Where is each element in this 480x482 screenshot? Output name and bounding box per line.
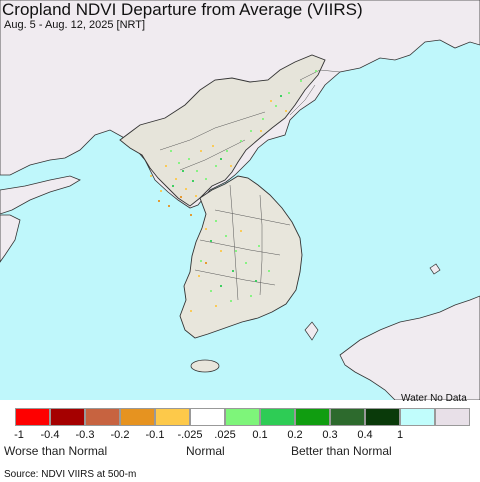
legend-tick-label: -0.1 <box>145 429 165 441</box>
legend-tick-label: 0.4 <box>357 429 373 441</box>
legend-swatch <box>400 408 435 426</box>
south-korea <box>179 175 303 339</box>
legend-category-normal: Normal <box>186 444 225 458</box>
admin-boundaries <box>159 69 341 301</box>
legend-swatch <box>50 408 85 426</box>
legend-swatch <box>295 408 330 426</box>
source-note: Source: NDVI VIIRS at 500-m <box>4 469 137 480</box>
legend-swatches <box>15 408 470 426</box>
legend-swatch <box>330 408 365 426</box>
legend-category-worse: Worse than Normal <box>4 444 108 458</box>
legend-tick-label: -1 <box>14 429 24 441</box>
legend-swatch <box>120 408 155 426</box>
oki-islands <box>429 263 441 275</box>
map-subtitle: Aug. 5 - Aug. 12, 2025 [NRT] <box>4 19 146 31</box>
legend-category-better: Better than Normal <box>291 444 392 458</box>
shandong-tip <box>0 175 81 215</box>
jeju-island <box>190 359 220 373</box>
legend-tick-label: 0.1 <box>252 429 268 441</box>
legend-tick-label: .025 <box>214 429 236 441</box>
legend-swatch <box>85 408 120 426</box>
legend-swatch <box>155 408 190 426</box>
legend-tick-label: -0.4 <box>40 429 60 441</box>
west-coast <box>0 214 21 263</box>
legend-tick-label: 0.2 <box>287 429 303 441</box>
legend-swatch <box>15 408 50 426</box>
ndvi-pixels <box>150 70 317 312</box>
map-title: Cropland NDVI Departure from Average (VI… <box>2 0 363 19</box>
legend-swatch <box>225 408 260 426</box>
north-korea <box>119 54 326 207</box>
legend-swatch <box>260 408 295 426</box>
legend-swatch <box>190 408 225 426</box>
map: Cropland NDVI Departure from Average (VI… <box>0 0 480 400</box>
legend-swatch <box>365 408 400 426</box>
japan <box>339 295 480 400</box>
legend-tick-label: -.025 <box>177 429 203 441</box>
legend-water-nodata-label: Water No Data <box>401 393 467 404</box>
legend-tick-label: 1 <box>396 429 404 441</box>
legend-swatch <box>435 408 470 426</box>
legend-tick-label: -0.3 <box>75 429 95 441</box>
legend-tick-label: 0.3 <box>322 429 338 441</box>
map-canvas <box>0 0 480 400</box>
legend-tick-label: -0.2 <box>110 429 130 441</box>
tsushima <box>304 321 319 341</box>
